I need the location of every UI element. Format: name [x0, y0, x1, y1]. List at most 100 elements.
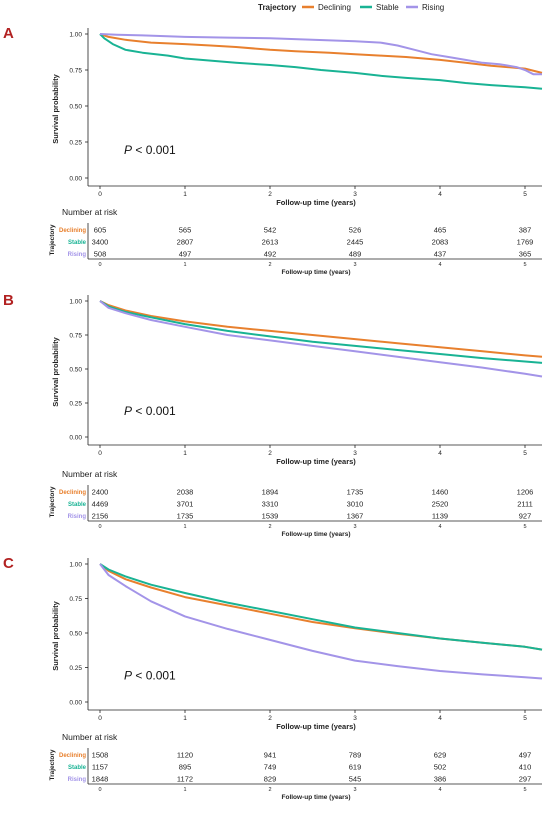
y-tick-label: 0.75 [69, 596, 82, 603]
risk-cell: 365 [519, 250, 532, 259]
y-tick-label: 0.50 [69, 104, 82, 111]
risk-x-tick-label: 2 [268, 524, 271, 530]
risk-row-label: Declining [59, 228, 86, 234]
risk-table-ylabel: Trajectory [49, 749, 56, 780]
risk-cell: 1894 [262, 488, 279, 497]
risk-table-title: Number at risk [62, 207, 118, 217]
risk-cell: 297 [519, 775, 532, 784]
risk-x-tick-label: 1 [183, 524, 186, 530]
x-tick-label: 5 [523, 450, 527, 457]
risk-cell: 502 [434, 763, 447, 772]
risk-row-label: Declining [59, 490, 86, 496]
risk-x-tick-label: 2 [268, 787, 271, 793]
p-value-letter: P [124, 404, 132, 418]
x-tick-label: 0 [98, 191, 102, 198]
p-value: P < 0.001 [124, 404, 176, 418]
p-value-text: < 0.001 [132, 404, 176, 418]
series-line-stable [99, 300, 543, 364]
risk-cell: 542 [264, 226, 277, 235]
risk-row-label: Rising [68, 514, 87, 520]
risk-x-tick-label: 0 [98, 787, 101, 793]
risk-table-title: Number at risk [62, 732, 118, 742]
series-line-rising [99, 33, 542, 76]
risk-cell: 1120 [177, 751, 193, 760]
x-tick-label: 3 [353, 450, 357, 457]
p-value-text: < 0.001 [132, 668, 176, 682]
x-tick-label: 0 [98, 715, 102, 722]
risk-x-tick-label: 4 [438, 262, 441, 268]
risk-cell: 895 [179, 763, 192, 772]
risk-cell: 3701 [177, 500, 194, 509]
risk-cell: 492 [264, 250, 277, 259]
risk-x-tick-label: 3 [353, 524, 356, 530]
risk-x-tick-label: 1 [183, 262, 186, 268]
risk-cell: 1539 [262, 512, 279, 521]
risk-row-label: Declining [59, 753, 86, 759]
risk-x-tick-label: 2 [268, 262, 271, 268]
x-tick-label: 2 [268, 191, 272, 198]
panel-b: B 0.00 0.25 0.50 0.75 1.00 0 1 2 3 4 5 Survival prob… [3, 292, 543, 538]
legend: Trajectory Declining Stable Rising [258, 3, 444, 12]
legend-label-declining: Declining [318, 3, 351, 12]
x-axis-title: Follow-up time (years) [276, 722, 356, 731]
risk-cell: 2156 [92, 512, 109, 521]
risk-cell: 386 [434, 775, 447, 784]
series-line-declining [99, 33, 543, 74]
y-tick-label: 0.50 [69, 631, 82, 638]
series-line-declining [99, 563, 543, 651]
panel-a: A 0.00 0.25 0.50 0.75 1.00 0 1 2 3 4 5 Survival prob… [3, 25, 543, 276]
x-tick-label: 4 [438, 715, 442, 722]
risk-table-ylabel: Trajectory [49, 224, 56, 255]
x-tick-label: 4 [438, 450, 442, 457]
risk-cell: 927 [519, 512, 532, 521]
legend-label-stable: Stable [376, 3, 399, 12]
risk-cell: 565 [179, 226, 192, 235]
risk-cell: 437 [434, 250, 447, 259]
risk-cell: 3010 [347, 500, 364, 509]
legend-title: Trajectory [258, 3, 297, 12]
risk-x-tick-label: 5 [523, 787, 526, 793]
y-tick-label: 0.50 [69, 367, 82, 374]
risk-cell: 619 [349, 763, 362, 772]
risk-cell: 789 [349, 751, 362, 760]
risk-x-tick-label: 1 [183, 787, 186, 793]
x-axis-title: Follow-up time (years) [276, 198, 356, 207]
x-tick-label: 5 [523, 191, 527, 198]
risk-cell: 1172 [177, 775, 193, 784]
risk-cell: 1157 [92, 763, 108, 772]
series-line-rising [99, 563, 543, 680]
x-tick-label: 2 [268, 715, 272, 722]
risk-row-label: Rising [68, 252, 87, 258]
x-tick-label: 1 [183, 715, 187, 722]
x-tick-label: 5 [523, 715, 527, 722]
x-tick-label: 3 [353, 715, 357, 722]
risk-cell: 1735 [177, 512, 194, 521]
risk-x-tick-label: 0 [98, 262, 101, 268]
risk-cell: 2520 [432, 500, 449, 509]
x-axis-title: Follow-up time (years) [276, 457, 356, 466]
risk-cell: 2807 [177, 238, 194, 247]
series-line-stable [99, 563, 543, 651]
y-tick-label: 0.25 [69, 665, 82, 672]
y-tick-label: 0.25 [69, 401, 82, 408]
x-tick-label: 1 [183, 191, 187, 198]
panel-label: B [3, 292, 14, 309]
risk-cell: 2083 [432, 238, 449, 247]
risk-cell: 497 [179, 250, 192, 259]
y-tick-label: 0.00 [69, 176, 82, 183]
y-tick-label: 0.00 [69, 700, 82, 707]
series-line-stable [99, 33, 543, 90]
risk-cell: 4469 [92, 500, 109, 509]
y-tick-label: 0.75 [69, 333, 82, 340]
risk-row-label: Stable [68, 502, 87, 508]
y-tick-label: 0.25 [69, 140, 82, 147]
risk-cell: 2613 [262, 238, 279, 247]
risk-cell: 3310 [262, 500, 279, 509]
risk-cell: 1735 [347, 488, 364, 497]
p-value-letter: P [124, 143, 132, 157]
y-tick-label: 1.00 [69, 299, 82, 306]
risk-cell: 545 [349, 775, 362, 784]
risk-cell: 629 [434, 751, 447, 760]
